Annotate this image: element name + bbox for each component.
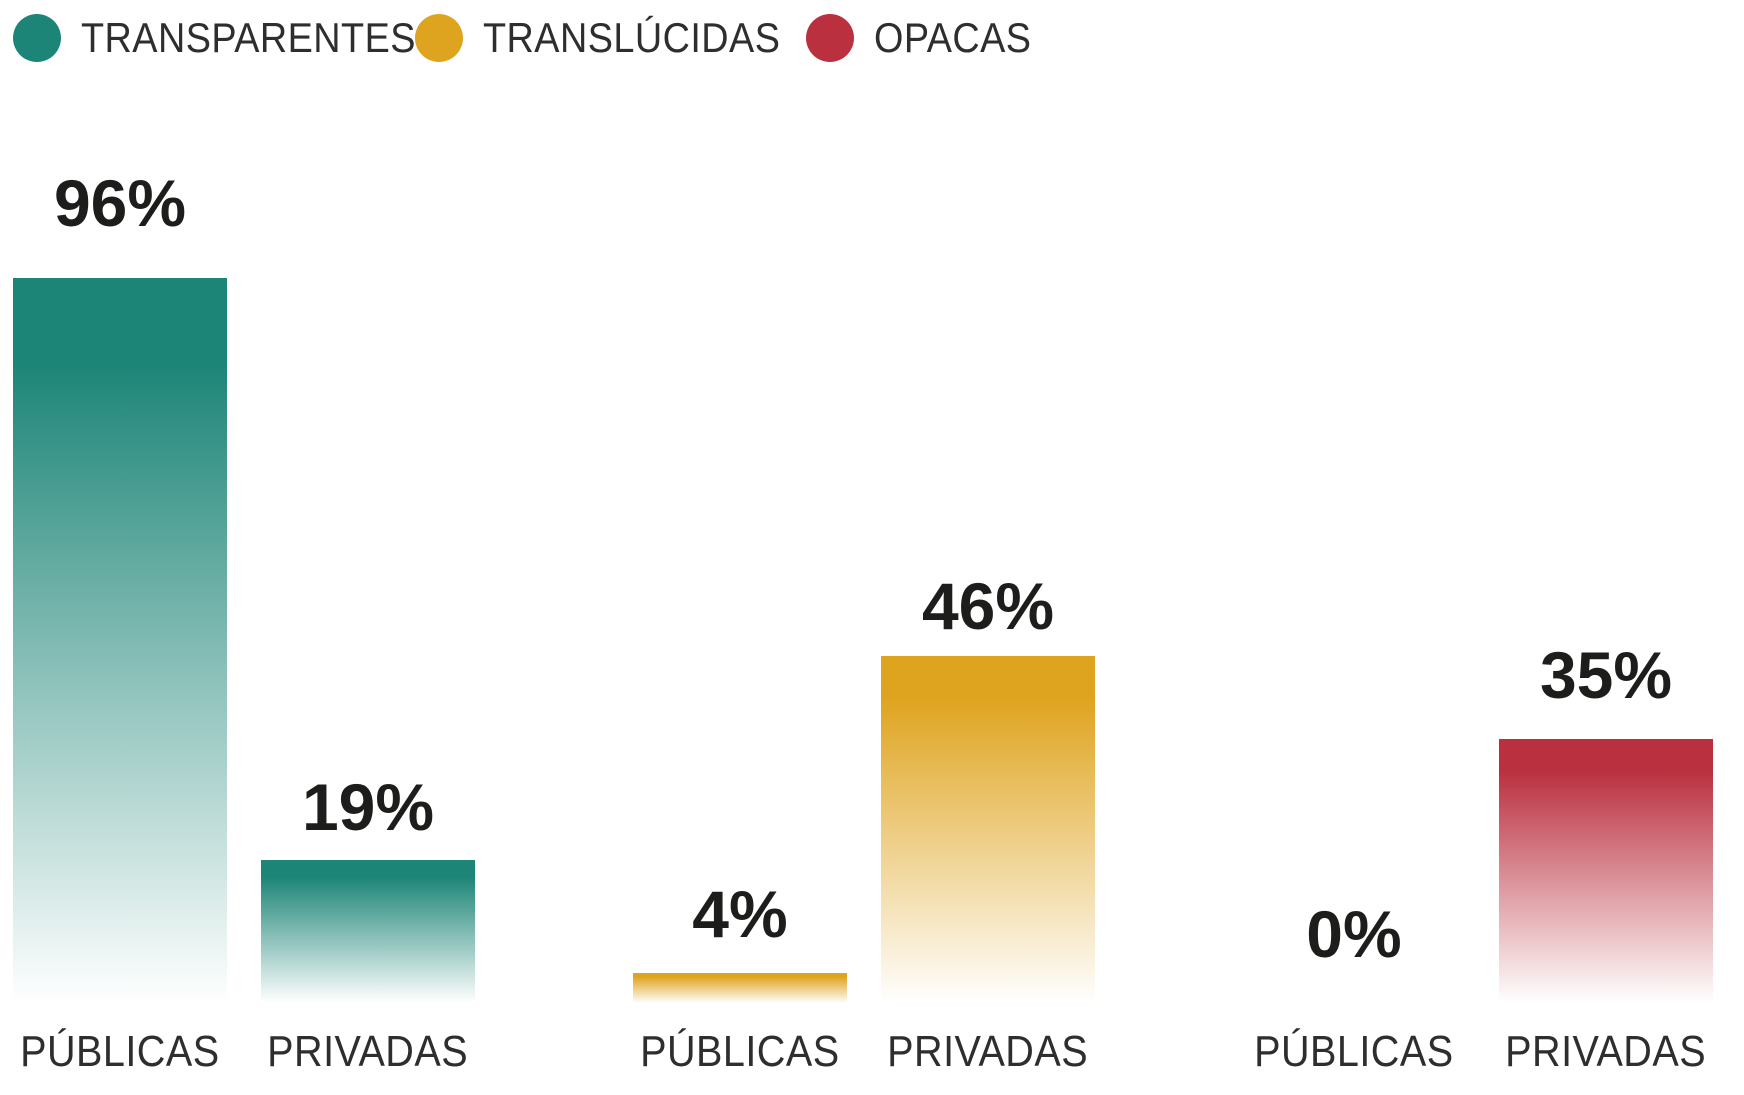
category-label-privadas-3: PRIVADAS — [1505, 1027, 1707, 1076]
value-label-translucidas-publicas: 4% — [692, 877, 788, 951]
bar-translucidas-publicas — [633, 973, 847, 1003]
bar-opacas-privadas — [1499, 739, 1713, 1003]
bar-column-translucidas-publicas: 4% PÚBLICAS — [633, 0, 847, 1095]
legend-dot-transparentes-icon — [13, 14, 61, 62]
legend-label-translucidas: TRANSLÚCIDAS — [483, 14, 781, 61]
value-label-opacas-publicas: 0% — [1306, 897, 1402, 971]
bar-column-transparentes-privadas: 19% PRIVADAS — [261, 0, 475, 1095]
category-label-privadas-1: PRIVADAS — [267, 1027, 469, 1076]
bar-column-opacas-privadas: 35% PRIVADAS — [1499, 0, 1713, 1095]
bar-translucidas-privadas — [881, 656, 1095, 1003]
value-label-translucidas-privadas: 46% — [921, 569, 1055, 643]
legend-dot-translucidas-icon — [415, 14, 463, 62]
legend-label-opacas: OPACAS — [874, 14, 1032, 61]
category-label-publicas-2: PÚBLICAS — [640, 1027, 840, 1076]
bar-column-opacas-publicas: 0% PÚBLICAS — [1247, 0, 1461, 1095]
value-label-transparentes-privadas: 19% — [301, 770, 435, 844]
bar-column-transparentes-publicas: 96% PÚBLICAS — [13, 0, 227, 1095]
legend-dot-opacas-icon — [806, 14, 854, 62]
category-label-privadas-2: PRIVADAS — [887, 1027, 1089, 1076]
value-label-opacas-privadas: 35% — [1539, 638, 1673, 712]
legend-item-transparentes: TRANSPARENTES — [13, 14, 453, 62]
category-label-publicas-3: PÚBLICAS — [1254, 1027, 1454, 1076]
category-label-publicas-1: PÚBLICAS — [20, 1027, 220, 1076]
bar-transparentes-privadas — [261, 860, 475, 1003]
legend-item-translucidas: TRANSLÚCIDAS — [415, 14, 813, 62]
bar-transparentes-publicas — [13, 278, 227, 1003]
bar-column-translucidas-privadas: 46% PRIVADAS — [881, 0, 1095, 1095]
value-label-transparentes-publicas: 96% — [53, 166, 187, 240]
legend-label-transparentes: TRANSPARENTES — [81, 14, 416, 61]
legend-item-opacas: OPACAS — [806, 14, 1049, 62]
